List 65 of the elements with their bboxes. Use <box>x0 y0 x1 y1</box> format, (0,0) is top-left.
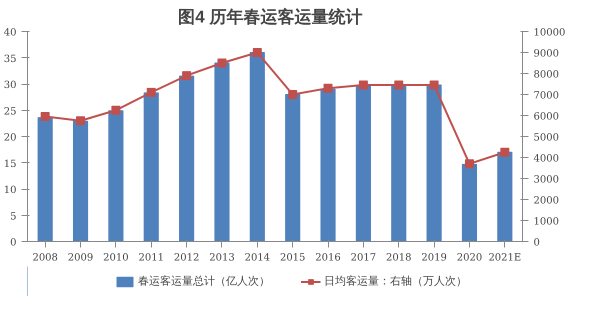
x-tick-label: 2012 <box>174 252 200 264</box>
point <box>464 159 474 168</box>
point <box>288 90 298 99</box>
x-tick-label: 2010 <box>103 252 129 264</box>
bar <box>320 88 336 242</box>
y2-tick-label: 0 <box>534 238 540 248</box>
point <box>500 148 510 157</box>
x-tick-label: 2018 <box>386 252 412 264</box>
legend-label: 日均客运量：右轴（万人次） <box>324 274 467 288</box>
point <box>358 80 368 90</box>
point <box>217 58 226 68</box>
y2-tick-label: 5000 <box>534 132 559 144</box>
y2-tick-label: 1000 <box>534 216 559 228</box>
y-tick-label: 15 <box>4 158 17 170</box>
x-tick-label: 2013 <box>209 252 235 264</box>
bar <box>144 92 159 242</box>
bar <box>250 52 265 242</box>
y-tick-label: 30 <box>4 80 17 91</box>
x-tick-label: 2014 <box>244 252 270 264</box>
bar <box>356 84 371 242</box>
point <box>394 80 404 90</box>
y-tick-label: 5 <box>10 211 17 222</box>
bar <box>426 84 442 242</box>
y2-tick-label: 4000 <box>534 154 559 164</box>
y2-tick-label: 9000 <box>534 48 559 60</box>
point <box>146 88 156 97</box>
bar <box>462 164 478 242</box>
x-tick-label: 2015 <box>280 252 306 264</box>
y2-tick-label: 7000 <box>534 90 559 102</box>
legend-label: 春运客运量总计（亿人次） <box>138 274 270 288</box>
point <box>252 48 262 57</box>
x-tick-label: 2021E <box>488 252 522 264</box>
x-tick-label: 2008 <box>32 252 58 264</box>
x-tick-label: 2019 <box>421 252 447 264</box>
point <box>76 116 86 126</box>
chart-title: 图4 历年春运客运量统计 <box>178 8 362 26</box>
y-tick-label: 0 <box>10 238 17 248</box>
bar <box>391 84 406 242</box>
y-tick-label: 10 <box>4 185 17 196</box>
point <box>111 106 120 115</box>
bar <box>497 152 512 242</box>
y-tick-label: 20 <box>4 132 17 144</box>
bar <box>72 120 88 242</box>
x-tick-label: 2016 <box>315 252 341 264</box>
x-tick-label: 2020 <box>456 252 482 264</box>
point <box>40 112 50 122</box>
bar <box>214 62 230 242</box>
bar <box>179 76 194 242</box>
y2-tick-label: 3000 <box>534 174 559 186</box>
y2-tick-label: 8000 <box>534 70 559 80</box>
point <box>324 84 333 93</box>
bar <box>38 117 53 242</box>
bar <box>108 110 124 242</box>
bar <box>285 94 300 242</box>
y2-tick-label: 2000 <box>534 196 559 206</box>
y2-tick-label: 10000 <box>534 28 566 38</box>
point <box>182 71 192 80</box>
point <box>430 80 439 90</box>
x-tick-label: 2017 <box>350 252 376 264</box>
y2-tick-label: 6000 <box>534 112 559 122</box>
y-tick-label: 40 <box>4 28 17 38</box>
y-tick-label: 25 <box>4 106 17 118</box>
y-tick-label: 35 <box>4 54 17 65</box>
x-tick-label: 2011 <box>138 252 164 264</box>
x-tick-label: 2009 <box>68 252 94 264</box>
